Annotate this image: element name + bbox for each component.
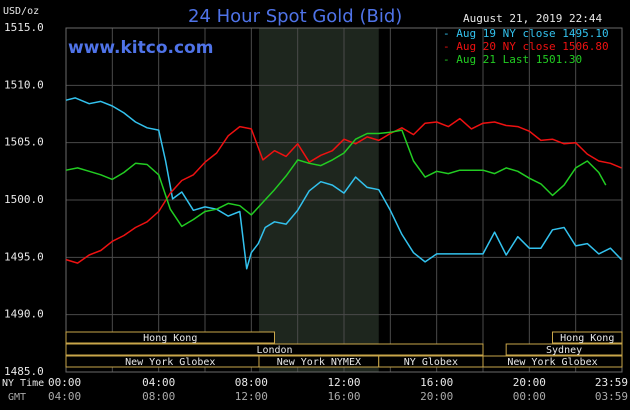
session-bar <box>65 343 484 356</box>
x-tick-label-gmt: 20:00 <box>420 390 453 403</box>
legend-marker-aug20: - <box>443 40 450 53</box>
legend-entry-aug19: - Aug 19 NY close 1495.10 <box>443 27 609 40</box>
x-tick-label-ny: 12:00 <box>327 376 360 389</box>
series-line-1 <box>65 117 622 264</box>
x-tick-label-ny: 00:00 <box>48 376 81 389</box>
y-axis-units: USD/oz <box>3 6 40 17</box>
series-line-0 <box>65 97 623 270</box>
x-tick-label-gmt: 12:00 <box>235 390 268 403</box>
session-bar <box>482 355 623 368</box>
timestamp: August 21, 2019 22:44 <box>463 12 603 25</box>
x-tick-label-gmt: 03:59 <box>595 390 628 403</box>
y-tick-label: 1490.0 <box>4 308 44 321</box>
session-label: Hong Kong <box>560 333 614 344</box>
x-row-label-gmt: GMT <box>8 392 26 403</box>
session-bar <box>505 343 623 356</box>
session-label: New York NYMEX <box>277 357 361 368</box>
y-tick-label: 1500.0 <box>4 193 44 206</box>
x-tick-label-ny: 16:00 <box>420 376 453 389</box>
y-tick-label: 1515.0 <box>4 21 44 34</box>
session-label: Hong Kong <box>143 333 197 344</box>
session-label: London <box>256 345 292 356</box>
x-tick-label-ny: 20:00 <box>513 376 546 389</box>
y-tick-label: 1505.0 <box>4 136 44 149</box>
x-tick-label-gmt: 08:00 <box>142 390 175 403</box>
legend-label-aug21: Aug 21 Last 1501.30 <box>456 53 583 66</box>
session-bar <box>552 331 623 344</box>
legend-label-aug19: Aug 19 NY close 1495.10 <box>456 27 609 40</box>
legend-label-aug20: Aug 20 NY close 1506.80 <box>456 40 609 53</box>
session-bar <box>65 331 275 344</box>
x-tick-label-ny: 08:00 <box>235 376 268 389</box>
session-label: NY Globex <box>404 357 458 368</box>
x-row-label-ny: NY Time <box>2 378 44 389</box>
legend-marker-aug21: - <box>443 53 450 66</box>
legend-entry-aug21: - Aug 21 Last 1501.30 <box>443 53 609 66</box>
series-line-2 <box>65 129 607 228</box>
x-tick-label-gmt: 00:00 <box>513 390 546 403</box>
legend-entry-aug20: - Aug 20 NY close 1506.80 <box>443 40 609 53</box>
session-label: New York Globex <box>507 357 597 368</box>
x-tick-label-gmt: 16:00 <box>327 390 360 403</box>
y-tick-label: 1495.0 <box>4 250 44 263</box>
x-tick-label-ny: 04:00 <box>142 376 175 389</box>
session-label: New York Globex <box>125 357 215 368</box>
legend-marker-aug19: - <box>443 27 450 40</box>
plot-frame <box>65 27 623 373</box>
y-tick-label: 1485.0 <box>4 365 44 378</box>
x-tick-label-gmt: 04:00 <box>48 390 81 403</box>
y-tick-label: 1510.0 <box>4 78 44 91</box>
session-label: Sydney <box>546 345 582 356</box>
legend: - Aug 19 NY close 1495.10 - Aug 20 NY cl… <box>443 27 609 66</box>
x-tick-label-ny: 23:59 <box>595 376 628 389</box>
website-label[interactable]: www.kitco.com <box>68 38 214 58</box>
chart-title: 24 Hour Spot Gold (Bid) <box>188 6 403 27</box>
